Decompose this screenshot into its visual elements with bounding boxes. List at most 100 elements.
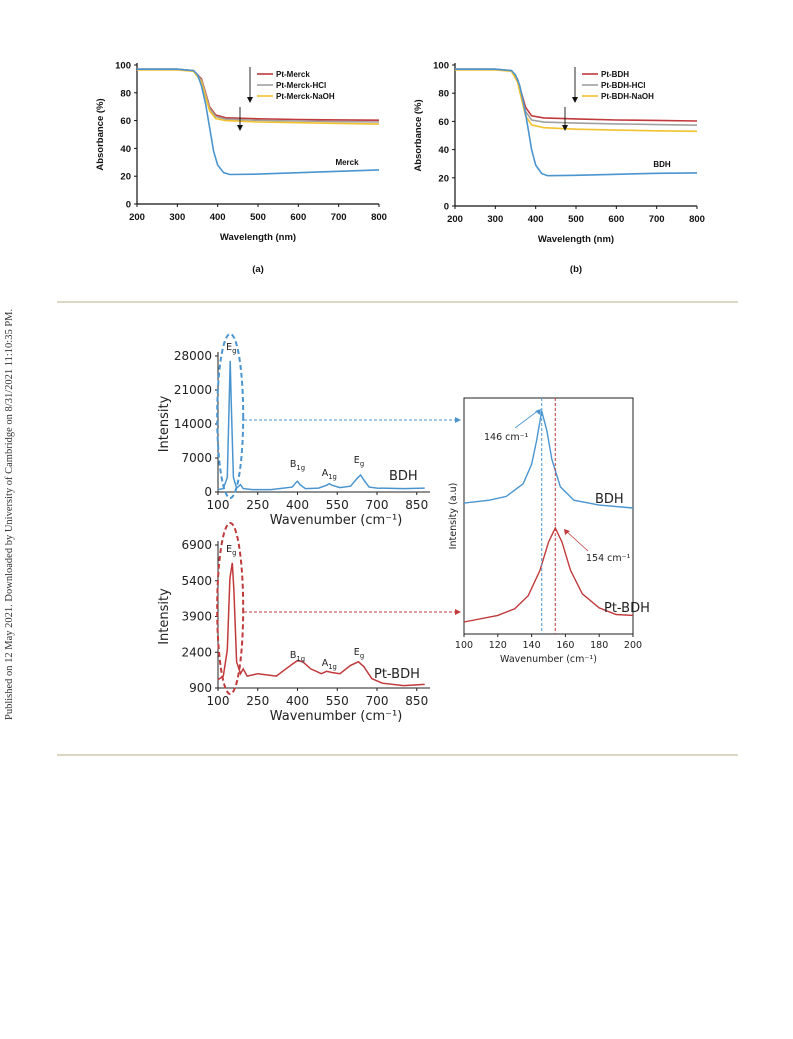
peak-label-eg: Eg [226, 342, 236, 355]
peak-label-b1g: B1g [290, 650, 305, 663]
y-axis-label: Intensity (a.u) [448, 483, 459, 550]
y-tick-label: 21000 [174, 383, 212, 397]
x-tick-label: 140 [523, 640, 541, 651]
x-tick-label: 600 [608, 214, 624, 225]
y-tick-label: 20 [120, 172, 131, 183]
callout-arrow-head [564, 529, 570, 535]
x-tick-label: 600 [290, 212, 306, 223]
x-tick-label: 400 [286, 498, 309, 512]
peak-highlight-ellipse [216, 522, 245, 695]
series-label-bdh: BDH [595, 492, 624, 507]
peak-label-a1g: A1g [322, 658, 337, 671]
y-tick-label: 60 [120, 116, 131, 127]
series-label-bdh: BDH [389, 469, 418, 484]
x-tick-label: 250 [246, 694, 269, 708]
x-tick-label: 200 [129, 212, 145, 223]
zoom-connector-head [455, 609, 461, 615]
x-axis-label: Wavenumber (cm⁻¹) [270, 709, 403, 724]
y-tick-label: 3900 [181, 610, 212, 624]
peak-callout-146: 146 cm⁻¹ [484, 432, 529, 443]
legend-label-pt-bdh: Pt-BDH [601, 70, 629, 79]
x-tick-label: 200 [624, 640, 642, 651]
series-line-bdh [217, 360, 425, 491]
x-tick-label: 300 [487, 214, 503, 225]
peak-highlight-ellipse [216, 333, 245, 499]
y-tick-label: 6900 [181, 538, 212, 552]
series-label-pt-bdh: Pt-BDH [604, 601, 650, 616]
peak-label-b1g: B1g [290, 459, 305, 472]
panel-label: (b) [570, 264, 582, 275]
x-tick-label: 200 [447, 214, 463, 225]
series-line-pt-merck [137, 68, 380, 121]
y-tick-label: 100 [433, 61, 449, 72]
x-tick-label: 400 [210, 212, 226, 223]
x-tick-label: 800 [371, 212, 387, 223]
peak-label-eg: Eg [354, 455, 364, 468]
y-tick-label: 40 [438, 145, 449, 156]
x-axis-label: Wavenumber (cm⁻¹) [500, 654, 597, 665]
y-tick-label: 0 [126, 200, 131, 211]
y-tick-label: 14000 [174, 417, 212, 431]
series-line-bdh [455, 68, 698, 177]
x-tick-label: 700 [366, 694, 389, 708]
peak-label-a1g: A1g [322, 468, 337, 481]
x-tick-label: 180 [590, 640, 608, 651]
x-axis-label: Wavelength (nm) [220, 232, 296, 243]
x-tick-label: 160 [556, 640, 574, 651]
callout-leader [565, 530, 589, 552]
x-tick-label: 100 [455, 640, 473, 651]
curve-annotation: BDH [653, 160, 671, 169]
series-line-pt-bdh [455, 68, 698, 122]
x-tick-label: 300 [169, 212, 185, 223]
peak-callout-154: 154 cm⁻¹ [586, 553, 631, 564]
x-axis-label: Wavenumber (cm⁻¹) [270, 513, 403, 528]
peak-label-eg: Eg [226, 544, 236, 557]
y-tick-label: 0 [204, 485, 212, 499]
series-line-merck [137, 68, 380, 176]
callout-leader [514, 409, 540, 429]
x-axis-label: Wavelength (nm) [538, 234, 614, 245]
trend-arrow-head [237, 125, 243, 131]
y-tick-label: 40 [120, 144, 131, 155]
y-tick-label: 7000 [181, 451, 212, 465]
x-tick-label: 500 [250, 212, 266, 223]
x-tick-label: 500 [568, 214, 584, 225]
x-tick-label: 700 [366, 498, 389, 512]
y-tick-label: 80 [438, 89, 449, 100]
zoom-connector-head [455, 417, 461, 423]
x-tick-label: 550 [326, 694, 349, 708]
x-tick-label: 400 [286, 694, 309, 708]
x-tick-label: 250 [246, 498, 269, 512]
y-axis-label: Absorbance (%) [413, 99, 424, 171]
peak-label-eg: Eg [354, 647, 364, 660]
x-tick-label: 400 [528, 214, 544, 225]
panel-label: (a) [252, 264, 264, 275]
y-axis-label: Intensity [157, 588, 172, 645]
trend-arrow-head [572, 97, 578, 103]
legend-label-pt-bdh-hcl: Pt-BDH-HCl [601, 81, 645, 90]
inset-frame [463, 397, 634, 635]
x-tick-label: 120 [489, 640, 507, 651]
y-axis-label: Absorbance (%) [95, 98, 106, 170]
legend-label-pt-merck-naoh: Pt-Merck-NaOH [276, 92, 335, 101]
x-tick-label: 100 [207, 694, 230, 708]
x-tick-label: 850 [405, 694, 428, 708]
y-tick-label: 0 [444, 202, 449, 213]
x-tick-label: 700 [331, 212, 347, 223]
legend-label-pt-bdh-naoh: Pt-BDH-NaOH [601, 92, 654, 101]
x-tick-label: 100 [207, 498, 230, 512]
x-tick-label: 800 [689, 214, 705, 225]
y-tick-label: 900 [189, 681, 212, 695]
callout-arrow-head [535, 409, 541, 415]
section-divider [57, 754, 738, 756]
x-tick-label: 850 [405, 498, 428, 512]
series-label-pt-bdh: Pt-BDH [374, 667, 420, 682]
legend-label-pt-merck: Pt-Merck [276, 70, 310, 79]
x-tick-label: 700 [649, 214, 665, 225]
y-tick-label: 100 [115, 61, 131, 72]
series-line-pt-merck-naoh [137, 69, 380, 125]
trend-arrow-head [247, 97, 253, 103]
y-tick-label: 80 [120, 88, 131, 99]
y-axis-label: Intensity [157, 395, 172, 452]
